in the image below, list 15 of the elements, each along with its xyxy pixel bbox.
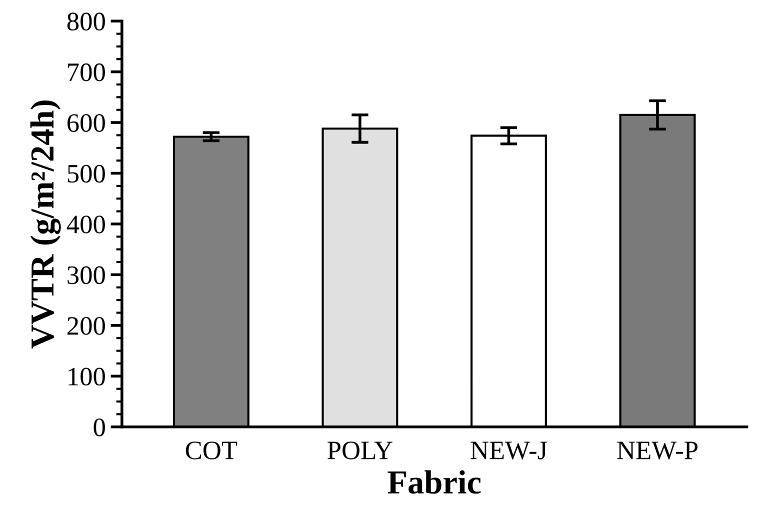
y-tick-label: 200: [68, 317, 105, 335]
y-axis-title: VVTR (g/m²/24h): [30, 100, 61, 348]
y-tick-label: 300: [68, 266, 105, 284]
y-tick-label: 500: [68, 164, 105, 183]
x-tick-label: POLY: [328, 442, 392, 460]
x-tick-label: NEW-J: [470, 442, 548, 460]
y-tick-label: 600: [68, 114, 105, 132]
x-tick-label: COT: [186, 442, 238, 460]
y-tick-label: 700: [68, 63, 105, 82]
y-tick-label: 800: [67, 12, 105, 30]
x-axis-title: Fabric: [388, 470, 481, 494]
y-tick-label: 100: [68, 368, 105, 386]
y-tick-label: 400: [66, 216, 105, 234]
x-tick-label: NEW-P: [617, 442, 698, 460]
y-tick-label: 0: [94, 418, 105, 436]
